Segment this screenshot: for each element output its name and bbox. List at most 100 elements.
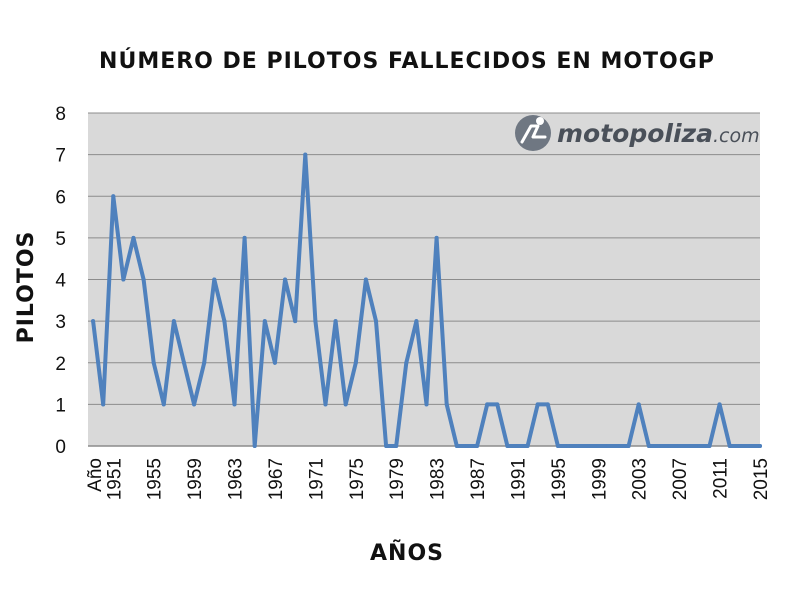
watermark-domain: .com [713,125,760,147]
data-point-1990 [505,444,510,448]
data-point-1951 [111,194,116,199]
data-point-2013 [737,444,742,448]
x-tick-label: 2007 [670,458,691,500]
x-tick-label: 1983 [428,458,449,500]
data-point-1973 [333,319,338,324]
data-point-1966 [262,319,267,324]
motorcycle-rider-icon [515,115,551,151]
x-tick-label: 1955 [145,458,166,500]
x-tick-label: 1995 [549,458,570,500]
data-point-1999 [596,444,601,448]
y-axis-title: PILOTOS [14,231,39,344]
x-axis-title: AÑOS [370,540,444,566]
data-point-1970 [303,152,308,157]
data-point-1956 [161,402,166,407]
data-point-1957 [171,319,176,324]
y-tick-label: 0 [55,437,66,458]
data-point-1974 [343,402,348,407]
data-point-1994 [545,402,550,407]
x-tick-label: 1959 [185,458,206,500]
data-point-1965 [252,444,257,448]
data-point-1980 [404,360,409,365]
x-tick-label: 1975 [347,458,368,500]
data-point-1954 [141,277,146,282]
data-point-1950 [101,402,106,407]
data-point-1967 [272,360,277,365]
data-point-1969 [293,319,298,324]
data-point-1975 [353,360,358,365]
data-point-2014 [747,444,752,448]
data-point-1953 [131,235,136,240]
data-point-1955 [151,360,156,365]
x-tick-label: 1979 [387,458,408,500]
data-point-1982 [424,402,429,407]
data-point-2007 [677,444,682,448]
data-point-1984 [444,402,449,407]
x-tick-label: 2003 [630,458,651,500]
data-point-2010 [707,444,712,448]
watermark-brand: motopoliza [557,119,713,148]
data-point-1952 [121,277,126,282]
y-axis-ticks: 0 1 2 3 4 5 6 7 8 [55,104,66,458]
data-point-2012 [727,444,732,448]
y-tick-label: 8 [55,104,66,125]
data-point-2011 [717,402,722,407]
data-point-2009 [697,444,702,448]
y-tick-label: 6 [55,187,66,208]
data-point-1959 [192,402,197,407]
y-tick-label: 3 [55,312,66,333]
y-tick-label: 7 [55,146,66,167]
data-point-1989 [495,402,500,407]
data-point-1988 [485,402,490,407]
data-points [91,152,762,448]
data-point-1963 [232,402,237,407]
data-point-1964 [242,235,247,240]
x-tick-label: 2011 [711,458,732,499]
x-tick-label: 1951 [104,458,125,500]
data-point-1949 [91,319,96,324]
data-point-2001 [616,444,621,448]
data-point-1997 [576,444,581,448]
x-tick-label: 2015 [751,458,772,500]
data-point-2000 [606,444,611,448]
data-point-1993 [535,402,540,407]
x-tick-label: Año [85,458,106,492]
data-point-1976 [363,277,368,282]
data-point-1998 [586,444,591,448]
data-point-1958 [182,360,186,365]
x-tick-label: 1967 [266,458,287,500]
y-tick-label: 1 [55,395,66,416]
data-point-1961 [212,277,217,282]
y-tick-label: 5 [55,229,66,250]
data-point-1981 [414,319,419,324]
data-point-1983 [434,235,439,240]
data-point-1962 [222,319,227,324]
data-point-2002 [626,444,631,448]
watermark: motopoliza.com [515,115,760,151]
chart-title: NÚMERO DE PILOTOS FALLECIDOS EN MOTOGP [99,48,715,74]
x-tick-label: 1971 [306,458,327,500]
y-tick-label: 2 [55,354,66,375]
x-tick-label: 1991 [508,458,529,500]
data-point-1960 [202,360,207,365]
y-tick-label: 4 [55,271,66,292]
data-point-1986 [464,444,469,448]
data-point-1979 [394,444,399,448]
data-point-1995 [555,444,560,448]
data-point-2015 [758,444,762,448]
data-point-2004 [646,444,651,448]
gridlines [88,112,760,447]
x-tick-label: 1999 [589,458,610,500]
data-point-2008 [687,444,692,448]
data-point-1971 [313,319,318,324]
data-point-1987 [475,444,480,448]
data-point-2003 [636,402,641,407]
data-point-2005 [656,444,661,448]
data-point-1977 [374,319,378,324]
data-point-1972 [323,402,328,407]
data-point-1968 [283,277,288,282]
data-point-1978 [384,444,389,448]
x-tick-label: 1963 [226,458,247,500]
